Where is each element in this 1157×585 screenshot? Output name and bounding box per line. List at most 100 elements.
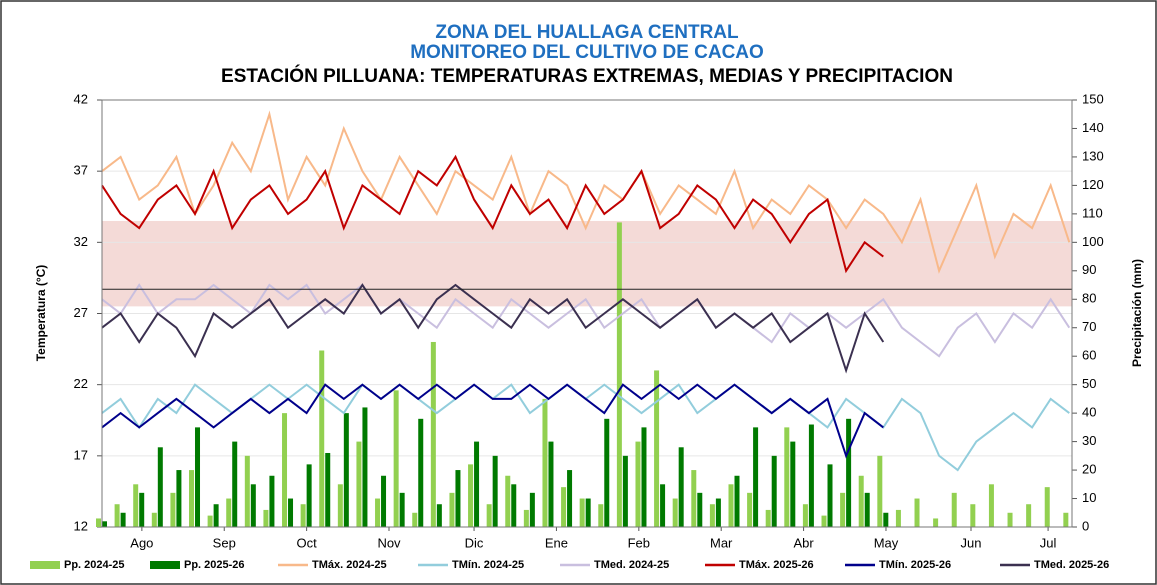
- bar: [449, 492, 455, 527]
- y2-axis-label: Precipitación (mm): [1130, 259, 1144, 367]
- bar: [821, 515, 827, 527]
- y2-tick-label: 130: [1082, 148, 1104, 163]
- bar: [195, 427, 201, 527]
- bar: [139, 492, 145, 527]
- x-tick-label: Mar: [710, 535, 733, 550]
- y-tick-label: 17: [74, 447, 88, 462]
- bar: [436, 504, 442, 527]
- y2-tick-label: 140: [1082, 120, 1104, 135]
- bar: [709, 504, 715, 527]
- y2-tick-label: 80: [1082, 291, 1096, 306]
- bar: [858, 475, 864, 527]
- bar: [802, 504, 808, 527]
- bar: [511, 484, 517, 527]
- x-tick-label: Feb: [628, 535, 650, 550]
- bar: [282, 413, 288, 527]
- y2-tick-label: 70: [1082, 319, 1096, 334]
- bar: [325, 452, 331, 527]
- bar: [492, 455, 498, 527]
- bar: [846, 418, 852, 527]
- bar: [244, 455, 250, 527]
- bar: [790, 441, 796, 527]
- legend-label: TMín. 2025-26: [879, 559, 951, 571]
- legend-swatch: [30, 561, 60, 569]
- bar: [765, 509, 771, 527]
- bar: [548, 441, 554, 527]
- bar: [102, 521, 107, 527]
- y2-tick-label: 0: [1082, 518, 1089, 533]
- bar: [1044, 487, 1050, 527]
- y2-tick-label: 50: [1082, 376, 1096, 391]
- chart-title: ZONA DEL HUALLAGA CENTRAL: [435, 22, 739, 43]
- bar: [523, 509, 529, 527]
- x-tick-label: Abr: [793, 535, 814, 550]
- y2-tick-label: 100: [1082, 234, 1104, 249]
- y-tick-label: 32: [74, 234, 88, 249]
- bar: [269, 475, 275, 527]
- legend-label: TMáx. 2024-25: [312, 559, 387, 571]
- bar: [604, 418, 610, 527]
- y2-tick-label: 120: [1082, 177, 1104, 192]
- bar: [114, 504, 120, 527]
- plot-frame: [101, 99, 1073, 528]
- bar: [1063, 512, 1069, 527]
- line: [101, 383, 884, 459]
- bar: [375, 498, 381, 527]
- x-tick-label: Oct: [297, 535, 318, 550]
- bar: [747, 492, 753, 527]
- x-tick-label: Dic: [465, 535, 484, 550]
- bar: [213, 504, 219, 527]
- bar: [96, 518, 101, 527]
- bar: [263, 509, 269, 527]
- y2-tick-label: 150: [1082, 91, 1104, 106]
- line: [101, 154, 884, 274]
- bar: [585, 498, 591, 527]
- x-tick-label: Ene: [545, 535, 568, 550]
- bar: [486, 504, 492, 527]
- bar: [306, 464, 312, 527]
- bar: [468, 464, 474, 527]
- bar: [877, 455, 883, 527]
- x-tick-label: Nov: [377, 535, 401, 550]
- shaded-range: [102, 220, 1072, 307]
- bar: [728, 484, 734, 527]
- y2-tick-label: 60: [1082, 348, 1096, 363]
- bar: [226, 498, 232, 527]
- bar: [232, 441, 238, 527]
- bar: [883, 512, 889, 527]
- legend-label: TMed. 2024-25: [594, 559, 669, 571]
- bar: [356, 441, 362, 527]
- bar: [771, 455, 777, 527]
- bar: [951, 492, 957, 527]
- bar: [660, 484, 666, 527]
- bar: [784, 427, 790, 527]
- bar: [337, 484, 343, 527]
- bar: [691, 470, 697, 527]
- y-axis-label: Temperatura (°C): [34, 265, 48, 362]
- y2-tick-label: 90: [1082, 262, 1096, 277]
- bar: [362, 407, 368, 527]
- bar: [529, 492, 535, 527]
- bar: [343, 413, 349, 527]
- line: [101, 283, 1071, 358]
- bar: [300, 504, 306, 527]
- y-tick-label: 37: [74, 163, 88, 178]
- bar: [895, 509, 901, 527]
- bar: [641, 427, 647, 527]
- bar: [418, 418, 424, 527]
- y2-tick-label: 20: [1082, 462, 1096, 477]
- bar: [734, 475, 740, 527]
- bar: [561, 487, 567, 527]
- y-tick-label: 22: [74, 376, 88, 391]
- bar: [1007, 512, 1013, 527]
- bar: [933, 518, 939, 527]
- legend-label: TMáx. 2025-26: [739, 559, 814, 571]
- bar: [635, 441, 641, 527]
- x-tick-label: Sep: [213, 535, 236, 550]
- bar: [381, 475, 387, 527]
- bar: [579, 498, 585, 527]
- bar: [914, 498, 920, 527]
- bar: [505, 475, 511, 527]
